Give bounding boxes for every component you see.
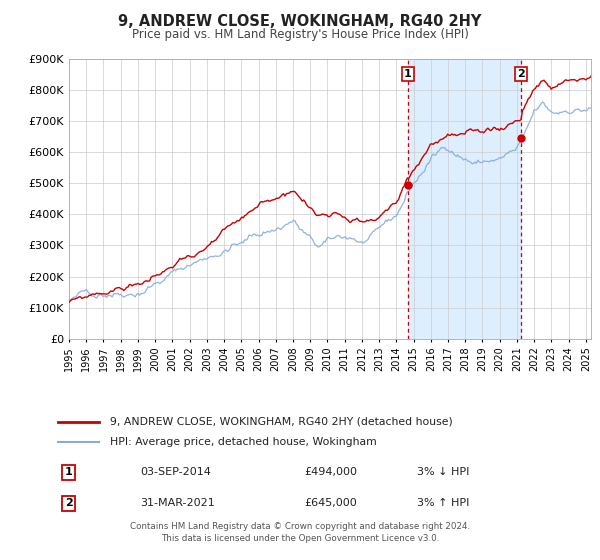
Text: 9, ANDREW CLOSE, WOKINGHAM, RG40 2HY (detached house): 9, ANDREW CLOSE, WOKINGHAM, RG40 2HY (de…	[110, 417, 452, 427]
Text: Contains HM Land Registry data © Crown copyright and database right 2024.: Contains HM Land Registry data © Crown c…	[130, 522, 470, 531]
Text: 03-SEP-2014: 03-SEP-2014	[140, 467, 211, 477]
Text: 31-MAR-2021: 31-MAR-2021	[140, 498, 215, 508]
Bar	[408, 59, 521, 339]
Text: This data is licensed under the Open Government Licence v3.0.: This data is licensed under the Open Gov…	[161, 534, 439, 543]
Text: 3% ↓ HPI: 3% ↓ HPI	[418, 467, 470, 477]
Text: 2: 2	[65, 498, 73, 508]
Text: £645,000: £645,000	[305, 498, 357, 508]
Text: 1: 1	[404, 69, 412, 80]
Text: 2: 2	[517, 69, 525, 80]
Text: Price paid vs. HM Land Registry's House Price Index (HPI): Price paid vs. HM Land Registry's House …	[131, 28, 469, 41]
Text: 1: 1	[65, 467, 73, 477]
Text: £494,000: £494,000	[305, 467, 358, 477]
Text: 9, ANDREW CLOSE, WOKINGHAM, RG40 2HY: 9, ANDREW CLOSE, WOKINGHAM, RG40 2HY	[118, 14, 482, 29]
Text: HPI: Average price, detached house, Wokingham: HPI: Average price, detached house, Woki…	[110, 437, 376, 447]
Text: 3% ↑ HPI: 3% ↑ HPI	[418, 498, 470, 508]
